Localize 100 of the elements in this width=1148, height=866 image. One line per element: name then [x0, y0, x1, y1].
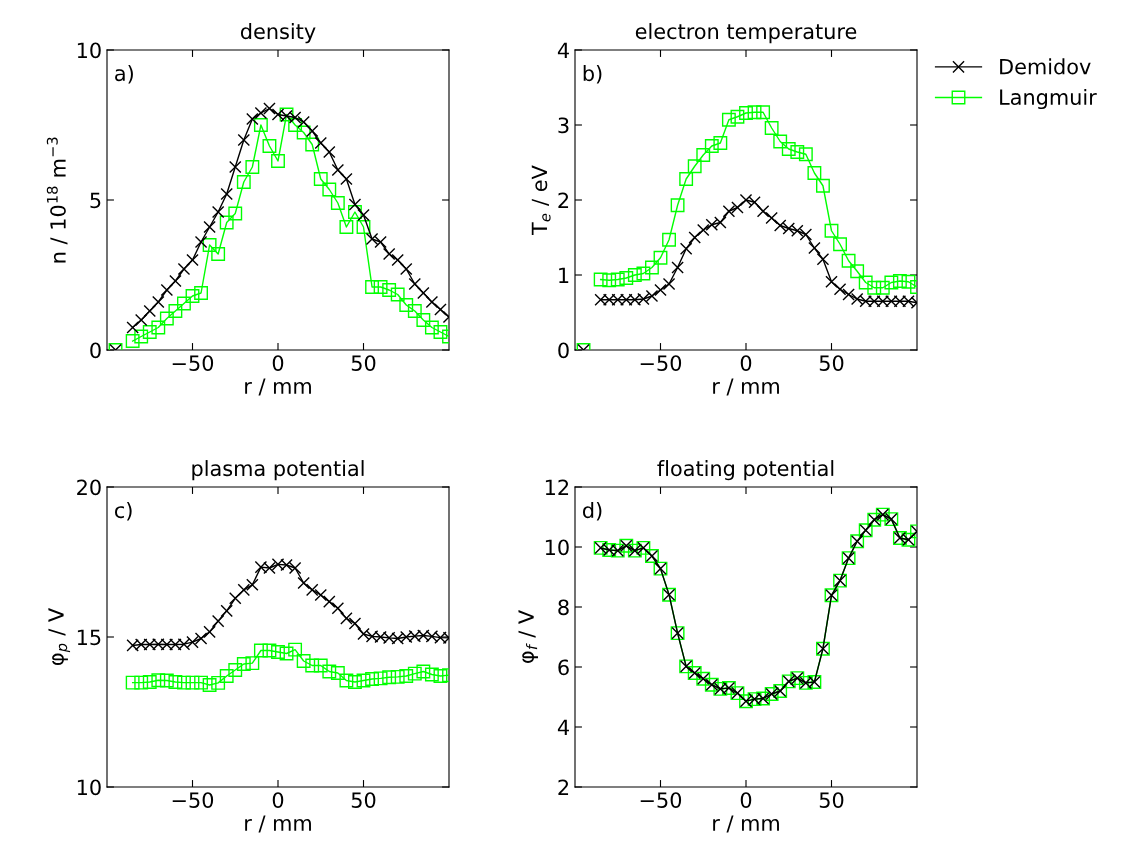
- point: [714, 216, 727, 229]
- point: [331, 163, 345, 177]
- point: [323, 595, 336, 608]
- x-tick-label: −50: [640, 355, 682, 371]
- point: [125, 675, 140, 690]
- point: [357, 627, 370, 641]
- x-tick-label: 50: [819, 792, 844, 808]
- point: [313, 658, 328, 673]
- point: [799, 228, 813, 241]
- point: [228, 160, 242, 174]
- point: [756, 105, 771, 120]
- y-tick-label: 4: [557, 719, 569, 735]
- point: [875, 280, 890, 295]
- y-tick-label: 12: [545, 479, 569, 495]
- x-axis-title: r / mm: [245, 378, 311, 396]
- point: [262, 139, 277, 153]
- point: [645, 260, 659, 275]
- y-tick-label: 20: [77, 479, 101, 496]
- point: [151, 673, 166, 688]
- point: [748, 195, 761, 209]
- y-tick-label: 15: [77, 629, 101, 646]
- x-tick-label: 0: [740, 792, 752, 808]
- point: [142, 325, 157, 339]
- point: [790, 145, 805, 159]
- point: [245, 656, 260, 671]
- point: [671, 261, 684, 274]
- annotation: d): [582, 502, 602, 521]
- point: [433, 325, 448, 339]
- point: [662, 277, 676, 291]
- point: [892, 274, 907, 288]
- point: [134, 675, 149, 690]
- point: [696, 223, 710, 237]
- point: [764, 121, 779, 135]
- point: [816, 178, 830, 193]
- point: [236, 175, 251, 189]
- chart-title: floating potential: [657, 460, 834, 481]
- point: [202, 678, 217, 692]
- point: [236, 657, 251, 671]
- point: [434, 303, 447, 316]
- y-tick-label: 8: [558, 599, 569, 616]
- y-tick-label: 6: [558, 659, 569, 676]
- y-axis-title: n / 10$^{18}$ m$^{−3}$: [46, 137, 68, 263]
- y-tick-label: 10: [77, 42, 101, 59]
- point: [314, 136, 328, 150]
- annotation: c): [114, 502, 132, 521]
- point: [374, 235, 387, 249]
- point: [798, 147, 813, 162]
- point: [348, 198, 362, 211]
- point: [739, 193, 753, 207]
- point: [237, 133, 251, 147]
- point: [194, 675, 208, 690]
- x-tick-label: 50: [351, 355, 376, 371]
- point: [297, 115, 310, 129]
- point: [169, 274, 182, 288]
- point: [203, 220, 216, 234]
- point: [271, 645, 285, 659]
- point: [228, 592, 242, 605]
- point: [168, 304, 183, 318]
- point: [833, 237, 847, 252]
- point: [722, 204, 736, 218]
- point: [246, 112, 259, 126]
- point: [288, 118, 303, 132]
- point: [696, 148, 711, 162]
- point: [425, 295, 439, 309]
- point: [305, 124, 319, 138]
- point: [194, 632, 208, 645]
- point: [781, 142, 796, 156]
- point: [125, 334, 140, 348]
- x-axis-title: r / mm: [713, 378, 779, 396]
- point: [228, 206, 243, 221]
- y-tick-label: 0: [558, 342, 569, 359]
- point: [747, 105, 762, 120]
- point: [313, 172, 328, 186]
- point: [219, 669, 234, 683]
- point: [407, 304, 422, 318]
- y-tick-label: 10: [545, 539, 569, 556]
- y-tick-label: 10: [77, 779, 101, 796]
- point: [160, 283, 174, 297]
- point: [610, 272, 625, 287]
- point: [713, 136, 728, 150]
- x-tick-label: −50: [172, 792, 214, 808]
- point: [654, 283, 667, 297]
- y-tick-label: 4: [557, 42, 569, 58]
- y-tick-label: 2: [558, 192, 569, 208]
- point: [901, 274, 916, 289]
- point: [297, 576, 310, 590]
- point: [211, 247, 226, 261]
- point: [168, 675, 183, 689]
- point: [134, 329, 149, 344]
- point: [339, 673, 354, 688]
- point: [305, 583, 319, 597]
- y-tick-label: 1: [559, 267, 569, 283]
- point: [159, 311, 174, 326]
- point: [356, 673, 371, 688]
- chart-title: density: [240, 23, 316, 44]
- point: [636, 266, 651, 281]
- point: [739, 106, 753, 120]
- point: [271, 154, 285, 168]
- point: [340, 612, 353, 625]
- point: [288, 642, 303, 657]
